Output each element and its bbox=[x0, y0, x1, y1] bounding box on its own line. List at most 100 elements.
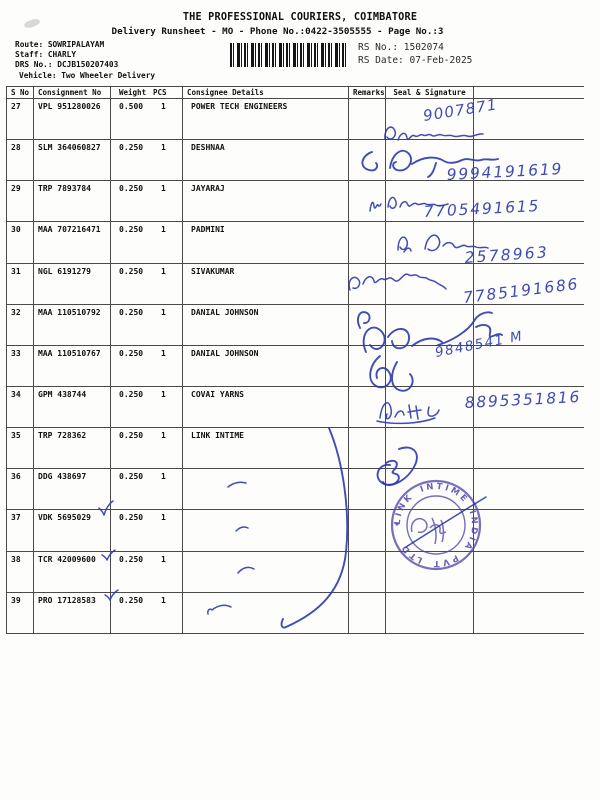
table-margin-extension bbox=[473, 591, 584, 634]
cell-remarks bbox=[348, 139, 386, 182]
cell-consignee: DESHNAA bbox=[182, 139, 349, 182]
table-margin-extension bbox=[473, 427, 584, 470]
rs-no-line: RS No.: 1502074 bbox=[358, 42, 444, 53]
cell-remarks bbox=[348, 509, 386, 552]
cell-remarks bbox=[348, 550, 386, 593]
table-margin-extension bbox=[473, 180, 584, 223]
cell-remarks bbox=[348, 221, 386, 264]
runsheet-table: S No Consignment No Weight PCS Consignee … bbox=[6, 86, 584, 634]
cell-consignment: TCR 42009600 bbox=[33, 550, 111, 593]
table-margin-extension bbox=[473, 303, 584, 346]
cell-remarks bbox=[348, 385, 386, 429]
cell-seal bbox=[385, 591, 474, 634]
table-margin-extension bbox=[473, 262, 584, 305]
col-header-pcs: PCS bbox=[153, 88, 167, 97]
cell-weight-pcs: 0.250 1 bbox=[110, 468, 183, 511]
cell-weight: 0.250 bbox=[119, 472, 144, 482]
cell-pcs: 1 bbox=[161, 513, 166, 523]
cell-seal bbox=[385, 180, 474, 223]
cell-sno: 30 bbox=[6, 221, 34, 264]
route-line: Route: SOWRIPALAYAM bbox=[15, 40, 105, 49]
table-row: 35 TRP 728362 0.250 1 LINK INTIME bbox=[6, 427, 584, 470]
cell-pcs: 1 bbox=[161, 595, 166, 605]
cell-weight: 0.250 bbox=[119, 595, 144, 605]
cell-consignee bbox=[182, 468, 349, 511]
cell-consignment: MAA 110510792 bbox=[33, 303, 111, 346]
cell-sno: 33 bbox=[6, 344, 34, 387]
cell-sno: 37 bbox=[6, 509, 34, 552]
cell-remarks bbox=[348, 344, 386, 387]
cell-sno: 36 bbox=[6, 468, 34, 511]
cell-pcs: 1 bbox=[161, 266, 166, 276]
cell-sno: 38 bbox=[6, 550, 34, 593]
cell-consignee: SIVAKUMAR bbox=[182, 262, 349, 305]
cell-consignment: MAA 110510767 bbox=[33, 344, 111, 387]
cell-weight: 0.250 bbox=[119, 225, 144, 235]
staff-line: Staff: CHARLY bbox=[15, 50, 77, 59]
cell-consignment: VPL 951280026 bbox=[33, 97, 111, 141]
cell-consignee bbox=[182, 591, 349, 634]
table-row: 32 MAA 110510792 0.250 1 DANIAL JOHNSON bbox=[6, 303, 584, 346]
cell-seal bbox=[385, 97, 474, 141]
cell-consignment: SLM 364060827 bbox=[33, 139, 111, 182]
cell-weight: 0.250 bbox=[119, 184, 144, 194]
col-header-consignment: Consignment No bbox=[33, 86, 111, 99]
table-margin-extension bbox=[473, 385, 584, 429]
cell-pcs: 1 bbox=[161, 143, 166, 153]
table-row: 27 VPL 951280026 0.500 1 POWER TECH ENGINEER… bbox=[6, 97, 584, 141]
cell-remarks bbox=[348, 303, 386, 346]
col-header-sno: S No bbox=[6, 86, 34, 99]
cell-pcs: 1 bbox=[161, 307, 166, 317]
cell-consignee bbox=[182, 550, 349, 593]
cell-remarks bbox=[348, 180, 386, 223]
cell-weight-pcs: 0.250 1 bbox=[110, 262, 183, 305]
cell-weight-pcs: 0.500 1 bbox=[110, 97, 183, 141]
cell-consignee: POWER TECH ENGINEERS bbox=[182, 97, 349, 141]
cell-consignment: VDK 5695029 bbox=[33, 509, 111, 552]
cell-sno: 34 bbox=[6, 385, 34, 429]
cell-sno: 28 bbox=[6, 139, 34, 182]
cell-seal bbox=[385, 550, 474, 593]
cell-sno: 32 bbox=[6, 303, 34, 346]
cell-seal bbox=[385, 221, 474, 264]
cell-consignee: DANIAL JOHNSON bbox=[182, 303, 349, 346]
cell-weight-pcs: 0.250 1 bbox=[110, 180, 183, 223]
cell-consignee: JAYARAJ bbox=[182, 180, 349, 223]
cell-weight-pcs: 0.250 1 bbox=[110, 385, 183, 429]
cell-consignee: PADMINI bbox=[182, 221, 349, 264]
cell-weight: 0.500 bbox=[119, 102, 144, 111]
table-row: 33 MAA 110510767 0.250 1 DANIAL JOHNSON bbox=[6, 344, 584, 387]
table-row: 38 TCR 42009600 0.250 1 bbox=[6, 550, 584, 593]
cell-seal bbox=[385, 139, 474, 182]
table-margin-extension bbox=[473, 550, 584, 593]
cell-weight-pcs: 0.250 1 bbox=[110, 139, 183, 182]
cell-pcs: 1 bbox=[161, 554, 166, 564]
table-margin-extension bbox=[473, 86, 584, 99]
cell-consignment: DDG 438697 bbox=[33, 468, 111, 511]
cell-weight-pcs: 0.250 1 bbox=[110, 591, 183, 634]
table-row: 28 SLM 364060827 0.250 1 DESHNAA bbox=[6, 139, 584, 182]
cell-remarks bbox=[348, 591, 386, 634]
col-header-remarks: Remarks bbox=[348, 86, 386, 99]
cell-seal bbox=[385, 262, 474, 305]
cell-weight-pcs: 0.250 1 bbox=[110, 550, 183, 593]
cell-pcs: 1 bbox=[161, 431, 166, 441]
cell-remarks bbox=[348, 427, 386, 470]
table-row: 34 GPM 438744 0.250 1 COVAI YARNS bbox=[6, 385, 584, 429]
cell-consignee bbox=[182, 509, 349, 552]
table-margin-extension bbox=[473, 509, 584, 552]
cell-seal bbox=[385, 468, 474, 511]
cell-weight-pcs: 0.250 1 bbox=[110, 303, 183, 346]
cell-remarks bbox=[348, 468, 386, 511]
cell-weight: 0.250 bbox=[119, 554, 144, 564]
cell-consignment: NGL 6191279 bbox=[33, 262, 111, 305]
cell-consignment: TRP 728362 bbox=[33, 427, 111, 470]
cell-sno: 39 bbox=[6, 591, 34, 634]
cell-weight: 0.250 bbox=[119, 143, 144, 153]
table-row: 30 MAA 707216471 0.250 1 PADMINI bbox=[6, 221, 584, 264]
cell-weight: 0.250 bbox=[119, 348, 144, 358]
table-margin-extension bbox=[473, 344, 584, 387]
table-row: 31 NGL 6191279 0.250 1 SIVAKUMAR bbox=[6, 262, 584, 305]
cell-pcs: 1 bbox=[161, 389, 166, 399]
